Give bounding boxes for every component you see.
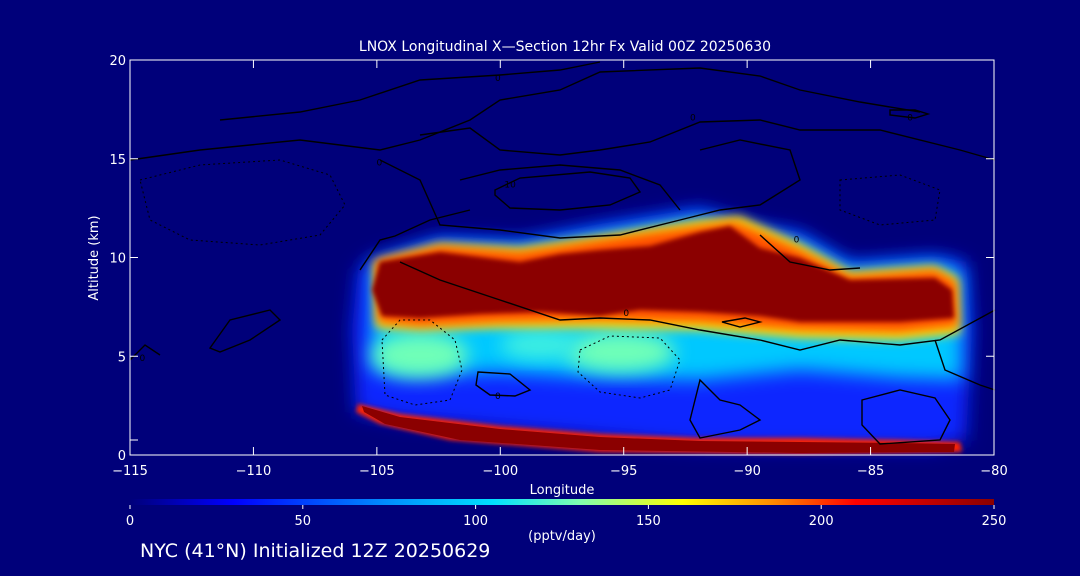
colorbar-tick-label: 50 [295, 514, 312, 529]
heatmap-green-blob [500, 331, 580, 359]
contour-solid [359, 209, 471, 271]
heatmap-field [352, 208, 972, 454]
contour-solid [721, 317, 763, 328]
contour-value-label: 0 [690, 113, 696, 123]
contour-solid [934, 339, 996, 391]
contour-solid [129, 67, 921, 161]
contour-solid [861, 389, 951, 445]
heatmap-surface-core [362, 406, 955, 453]
contour-dashed [381, 319, 463, 406]
y-axis-label: Altitude (km) [87, 215, 102, 300]
contour-value-label: 10 [504, 180, 516, 190]
contour-value-label: 0 [907, 113, 913, 123]
contour-value-labels: 0 0 0 0 10 0 0 0 0 [139, 74, 913, 402]
x-tick-label: −105 [359, 464, 395, 479]
colorbar-tick-label: 250 [982, 514, 1007, 529]
x-tick-label: −100 [482, 464, 518, 479]
contour-solid [889, 109, 931, 119]
contour-dashed [839, 174, 941, 226]
x-tick-label: −85 [857, 464, 884, 479]
contour-solid [475, 371, 532, 397]
heatmap-green-blob [372, 333, 468, 377]
y-tick-label: 10 [109, 252, 126, 267]
y-tick-label: 15 [109, 153, 126, 168]
colorbar-tick-label: 150 [636, 514, 661, 529]
contour-value-label: 0 [623, 309, 629, 319]
contour-dashed [139, 159, 346, 246]
contour-solid [459, 164, 681, 211]
contour-solid [399, 261, 996, 351]
colorbar-label: (pptv/day) [528, 529, 596, 544]
contour-value-label: 0 [495, 74, 501, 84]
y-tick-label: 20 [109, 54, 126, 69]
chart-title: LNOX Longitudinal X—Section 12hr Fx Vali… [359, 39, 771, 55]
y-axis: 0 5 10 15 20 [109, 54, 994, 464]
y-tick-label: 0 [118, 449, 126, 464]
contour-solid [129, 344, 161, 361]
colorbar-tick-label: 100 [463, 514, 488, 529]
colorbar [130, 499, 994, 505]
contour-value-label: 0 [794, 236, 800, 246]
colorbar-tick-label: 200 [809, 514, 834, 529]
x-tick-label: −115 [112, 464, 148, 479]
contour-solid [494, 171, 642, 211]
x-tick-label: −80 [980, 464, 1007, 479]
x-axis: −115 −110 −105 −100 −95 −90 −85 −80 [112, 60, 1008, 479]
contour-value-label: 0 [139, 354, 145, 364]
x-tick-label: −110 [236, 464, 272, 479]
colorbar-axis: 0 50 100 150 200 250 [126, 505, 1007, 529]
contour-solid [208, 309, 282, 353]
x-tick-label: −95 [610, 464, 637, 479]
heatmap-core-band [372, 226, 954, 322]
y-tick-label: 5 [118, 350, 126, 365]
contour-solid [219, 61, 601, 121]
contour-solid [379, 139, 801, 239]
contour-dashed [577, 335, 681, 399]
contour-dashed-lines [139, 159, 941, 406]
x-axis-label: Longitude [530, 483, 595, 498]
contour-value-label: 0 [376, 159, 382, 169]
init-caption: NYC (41°N) Initialized 12Z 20250629 [140, 540, 491, 562]
contour-value-label: 0 [495, 392, 501, 402]
colorbar-tick-label: 0 [126, 514, 134, 529]
x-tick-label: −90 [733, 464, 760, 479]
contour-solid [759, 234, 861, 271]
contour-solid [689, 378, 762, 439]
contour-solid [419, 119, 996, 161]
heatmap-green-blob [565, 332, 675, 372]
contour-lines [129, 61, 996, 445]
